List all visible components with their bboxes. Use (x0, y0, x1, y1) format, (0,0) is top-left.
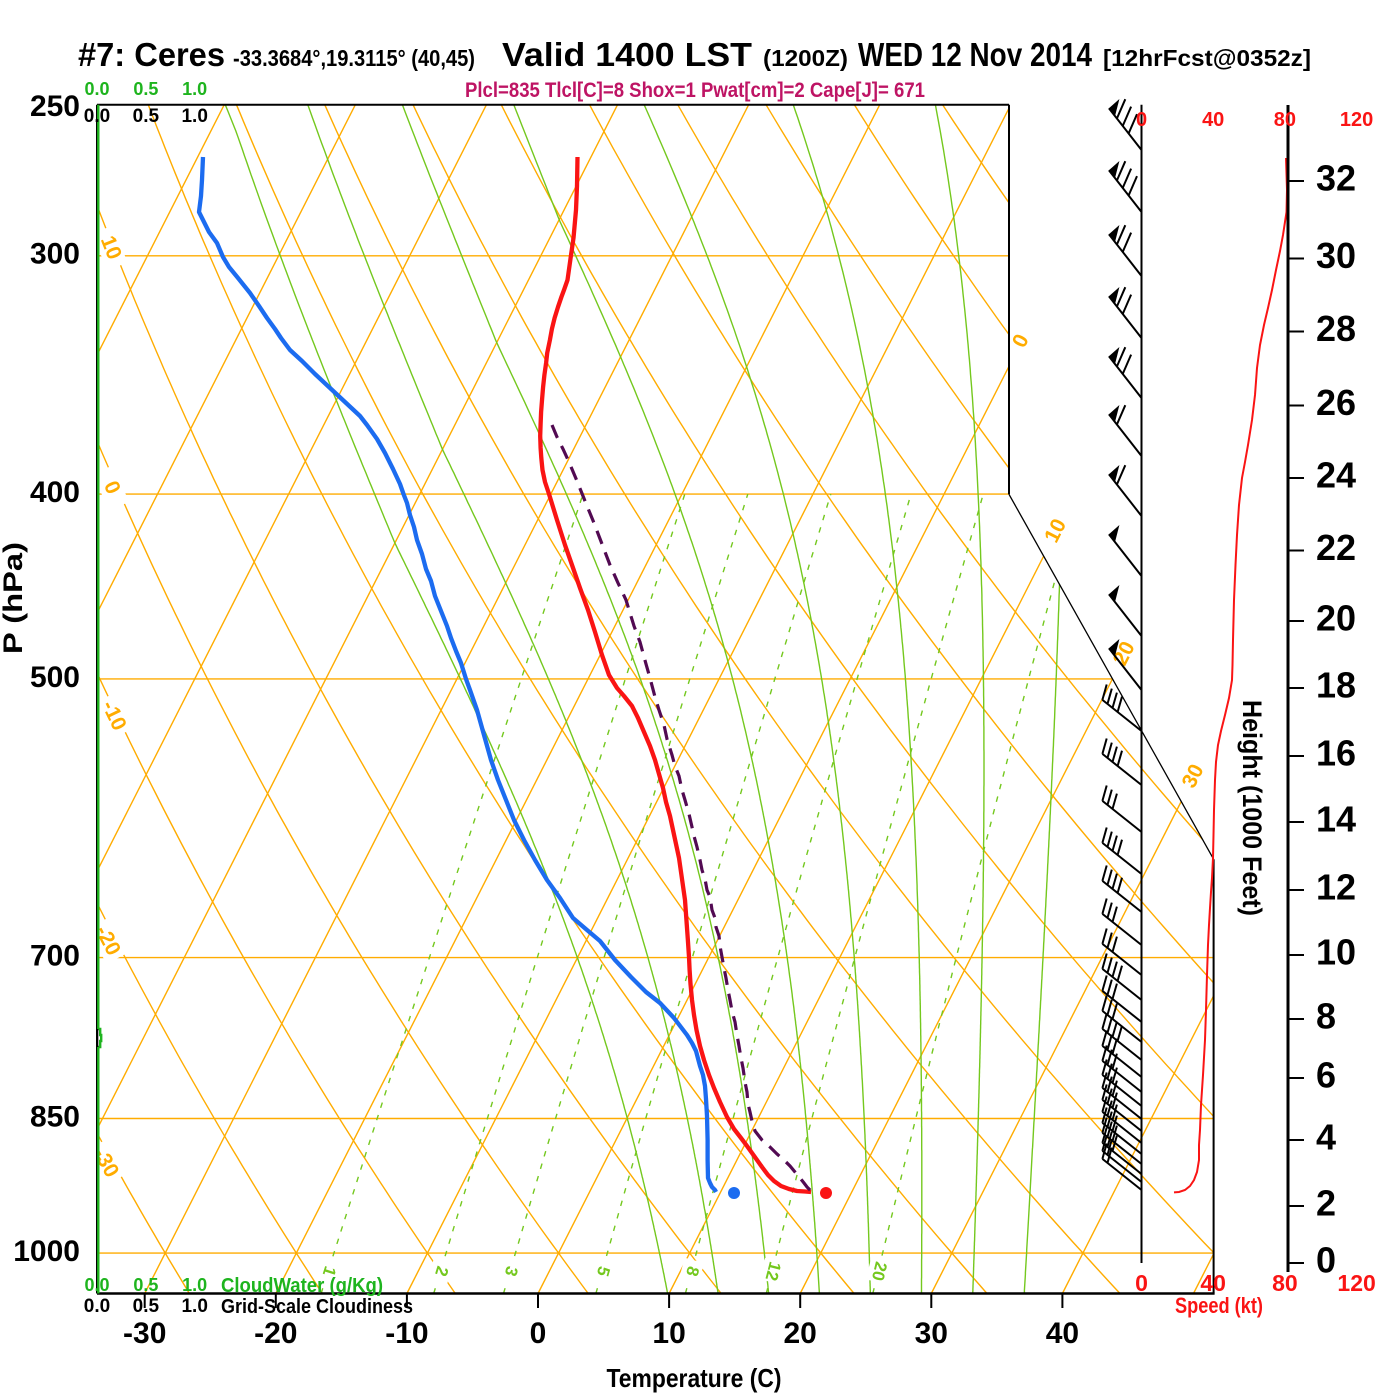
svg-text:22: 22 (1316, 527, 1356, 568)
svg-text:40: 40 (1202, 109, 1224, 131)
svg-text:0.5: 0.5 (133, 79, 158, 99)
svg-text:0.0: 0.0 (84, 106, 110, 127)
svg-text:80: 80 (1274, 109, 1296, 131)
svg-text:24: 24 (1316, 455, 1356, 496)
svg-text:0: 0 (1316, 1240, 1336, 1281)
svg-text:0.5: 0.5 (133, 106, 160, 127)
svg-text:400: 400 (30, 476, 80, 509)
svg-text:14: 14 (1316, 799, 1356, 840)
svg-text:1.0: 1.0 (182, 1275, 207, 1295)
svg-text:30: 30 (1316, 235, 1356, 276)
svg-text:120: 120 (1340, 109, 1373, 131)
svg-text:4: 4 (1316, 1117, 1336, 1158)
svg-text:700: 700 (30, 940, 80, 973)
svg-text:20: 20 (784, 1317, 817, 1350)
svg-text:10: 10 (1316, 932, 1356, 973)
svg-text:Speed (kt): Speed (kt) (1175, 1293, 1263, 1318)
svg-text:1.0: 1.0 (181, 1296, 207, 1317)
svg-text:Temperature (C): Temperature (C) (607, 1363, 782, 1393)
svg-text:10: 10 (652, 1317, 685, 1350)
svg-text:6: 6 (1316, 1055, 1336, 1096)
svg-text:30: 30 (915, 1317, 948, 1350)
svg-text:[12hrFcst@0352z]: [12hrFcst@0352z] (1103, 45, 1311, 71)
svg-text:0.0: 0.0 (84, 1296, 110, 1317)
svg-text:Height (1000 Feet): Height (1000 Feet) (1237, 700, 1267, 916)
svg-text:0.0: 0.0 (84, 1275, 109, 1295)
svg-text:Plcl=835 Tlcl[C]=8 Shox=1 Pwat: Plcl=835 Tlcl[C]=8 Shox=1 Pwat[cm]=2 Cap… (465, 79, 925, 102)
svg-text:0: 0 (530, 1317, 547, 1350)
svg-text:Grid-Scale Cloudiness: Grid-Scale Cloudiness (221, 1296, 413, 1318)
svg-text:-10: -10 (385, 1317, 428, 1350)
svg-text:2: 2 (1316, 1183, 1336, 1224)
svg-text:1.0: 1.0 (181, 106, 207, 127)
svg-text:(1200Z): (1200Z) (763, 45, 848, 71)
svg-text:28: 28 (1316, 308, 1356, 349)
svg-text:-33.3684°,19.3115° (40,45): -33.3684°,19.3115° (40,45) (233, 45, 475, 71)
svg-text:WED 12 Nov 2014: WED 12 Nov 2014 (858, 36, 1093, 73)
svg-text:40: 40 (1200, 1270, 1226, 1296)
svg-text:120: 120 (1337, 1270, 1375, 1296)
svg-text:#7: Ceres: #7: Ceres (78, 36, 225, 73)
svg-text:-20: -20 (254, 1317, 297, 1350)
svg-text:0: 0 (1135, 1270, 1148, 1296)
svg-text:18: 18 (1316, 665, 1356, 706)
svg-text:0.5: 0.5 (133, 1296, 160, 1317)
svg-text:P (hPa): P (hPa) (0, 542, 28, 654)
svg-text:Valid 1400 LST: Valid 1400 LST (502, 36, 752, 73)
svg-text:CloudWater (g/Kg): CloudWater (g/Kg) (221, 1275, 383, 1297)
svg-text:20: 20 (868, 1260, 891, 1283)
svg-text:300: 300 (30, 238, 80, 271)
svg-text:0.0: 0.0 (84, 79, 109, 99)
svg-text:850: 850 (30, 1100, 80, 1133)
svg-text:12: 12 (1316, 867, 1356, 908)
svg-text:26: 26 (1316, 382, 1356, 423)
svg-text:0.5: 0.5 (133, 1275, 158, 1295)
svg-text:12: 12 (762, 1260, 785, 1283)
svg-text:32: 32 (1316, 158, 1356, 199)
svg-text:20: 20 (1316, 598, 1356, 639)
svg-text:16: 16 (1316, 733, 1356, 774)
svg-text:500: 500 (30, 661, 80, 694)
svg-text:1.0: 1.0 (182, 79, 207, 99)
svg-text:250: 250 (30, 90, 80, 123)
svg-text:40: 40 (1046, 1317, 1079, 1350)
svg-text:1000: 1000 (13, 1235, 80, 1268)
svg-text:0: 0 (1136, 109, 1147, 131)
svg-text:-30: -30 (123, 1317, 166, 1350)
svg-text:8: 8 (1316, 996, 1336, 1037)
svg-text:80: 80 (1272, 1270, 1298, 1296)
